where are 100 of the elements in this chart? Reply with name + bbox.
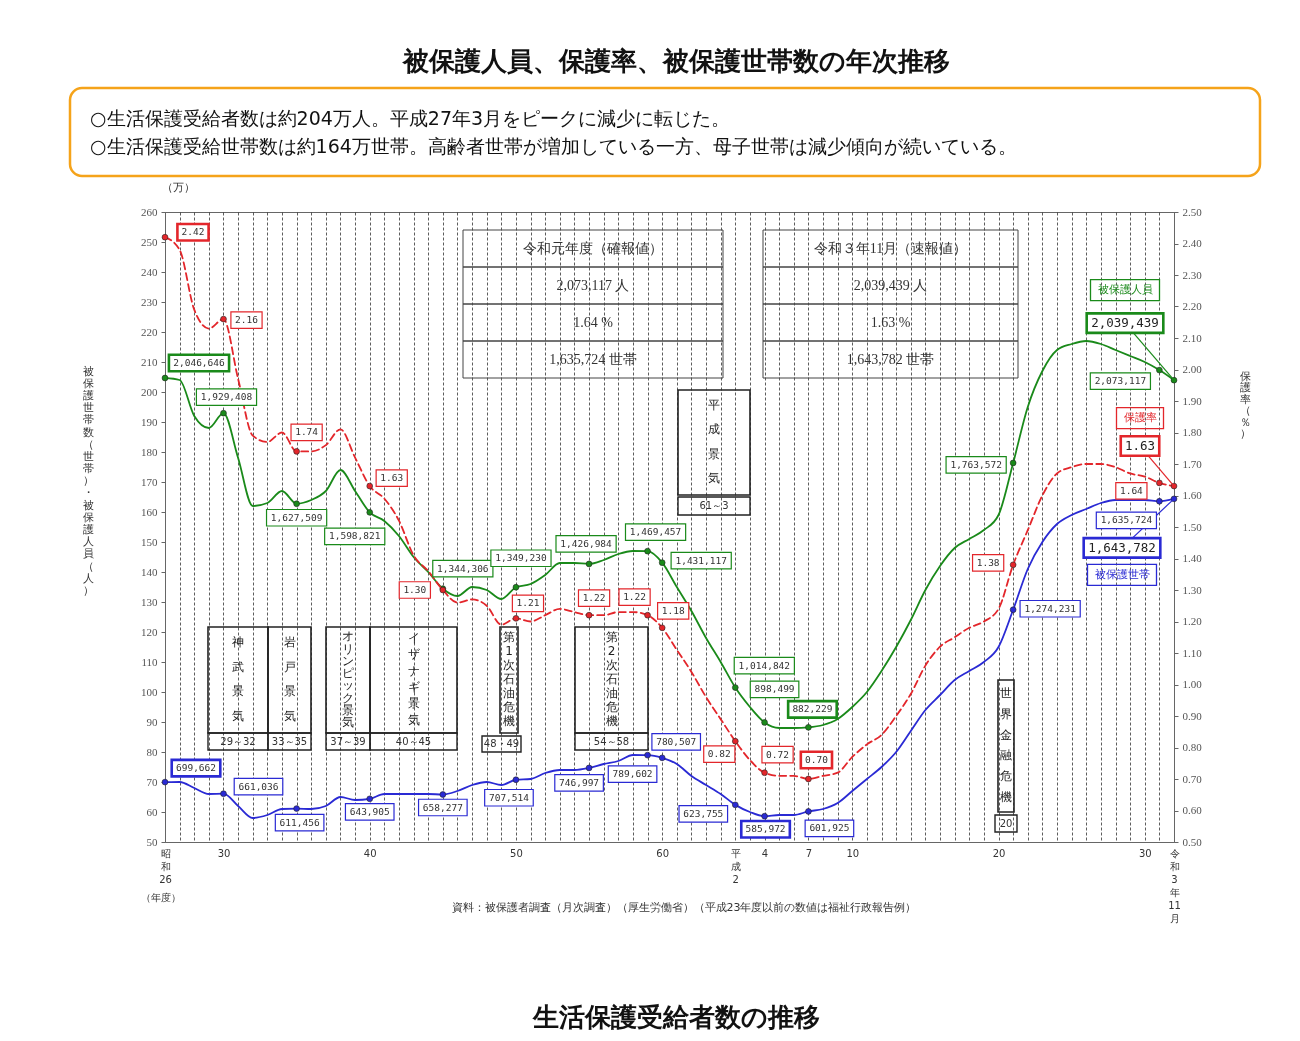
x-tick-label: 平成2: [730, 847, 741, 885]
annotation: 585,972: [745, 823, 786, 835]
x-tick-label: 昭和26: [159, 847, 172, 885]
data-label: 1.63: [1124, 438, 1156, 454]
point: [644, 547, 651, 555]
y-tick-label: 120: [141, 625, 158, 638]
y2-tick-label: 1.50: [1182, 520, 1203, 533]
point: [761, 813, 768, 820]
point: [732, 801, 739, 809]
point: [585, 560, 593, 568]
y-tick-label: 60: [146, 805, 158, 818]
x-tick-label: 30: [1138, 847, 1152, 859]
annotation: 2,039,439 人: [853, 277, 928, 293]
y-tick-label: 210: [141, 355, 158, 368]
annotation: 61～3: [699, 500, 729, 511]
y2-tick-label: 2.40: [1182, 237, 1203, 249]
point: [732, 737, 739, 745]
y2-tick-label: 1.10: [1182, 646, 1203, 659]
annotation: 岩戸景気: [283, 635, 296, 723]
point: [658, 624, 666, 632]
x-axis-title: （年度）: [140, 891, 181, 903]
y2-tick-label: 1.60: [1182, 489, 1203, 501]
point: [366, 482, 373, 490]
data-label: 0.72: [766, 748, 789, 760]
y-tick-label: 230: [141, 295, 158, 308]
point: [805, 775, 812, 783]
point: [220, 790, 227, 797]
y2-tick-label: 0.80: [1182, 741, 1203, 753]
annotation: 20: [999, 817, 1013, 829]
annotation: 2,073,117 人: [556, 277, 630, 293]
point: [761, 769, 768, 776]
point: [161, 778, 169, 786]
y2-tick-label: 1.40: [1182, 552, 1203, 564]
point: [293, 805, 300, 812]
point: [161, 374, 169, 382]
y-tick-label: 100: [141, 685, 158, 698]
y2-tick-label: 1.30: [1182, 583, 1203, 596]
point: [1009, 606, 1017, 613]
point: [293, 448, 300, 455]
annotation: 746,997: [559, 776, 600, 788]
point: [1170, 495, 1178, 503]
x-tick-label: 40: [363, 847, 377, 859]
y2-axis-title: 保護率（％）: [1240, 369, 1251, 440]
annotation: 882,229: [792, 703, 833, 715]
annotation: 1,274,231: [1024, 602, 1077, 614]
text: 被保護世帯数（世帯）・被保護人員（人）: [83, 364, 94, 598]
chart-subtitle: ○生活保護受給者数は約204万人。平成27年3月をピークに減少に転じた。 ○生活保護受給世帯数は約164万世帯。高齢者世帯が増加している一方、母子世帯は減少傾向が続いている。: [90, 107, 1017, 157]
chart-title: 被保護人員、保護率、被保護世帯数の年次推移: [401, 46, 950, 76]
point: [1156, 366, 1163, 374]
point: [658, 754, 666, 762]
x-tick-label: 30: [217, 847, 231, 859]
y-tick-label: 200: [141, 385, 158, 398]
y2-tick-label: 0.50: [1182, 835, 1203, 848]
annotation: 第2次石油危機: [605, 630, 618, 728]
annotation: 1,643,782 世帯: [846, 351, 935, 367]
y2-tick-label: 2.30: [1182, 268, 1203, 281]
x-tick-label: 令和3年11月: [1168, 847, 1181, 924]
annotation: 611,456: [279, 816, 320, 828]
point: [1156, 479, 1163, 487]
y2-tick-label: 1.20: [1182, 615, 1203, 627]
annotation: 1,349,230: [495, 552, 547, 564]
y-tick-label: 170: [141, 475, 158, 488]
x-tick-label: 50: [510, 847, 523, 859]
y2-tick-label: 1.70: [1182, 457, 1203, 470]
point: [512, 615, 520, 622]
annotation: イザナギ景気: [407, 631, 420, 727]
annotation: 1,635,724 世帯: [549, 351, 637, 367]
annotation: 1,635,724: [1100, 514, 1153, 526]
point: [512, 584, 520, 591]
text: 資料：被保護者調査（月次調査）（厚生労働省）（平成23年度以前の数値は福祉行政報告例）: [451, 901, 917, 914]
text: （万）: [161, 181, 195, 194]
annotation: 神武景気: [232, 635, 244, 723]
text: 保護率: [1123, 411, 1157, 425]
data-label: 1.22: [623, 591, 647, 603]
x-tick-label: 10: [846, 847, 860, 859]
y-tick-label: 80: [146, 745, 158, 758]
point: [761, 719, 768, 726]
y-tick-label: 150: [141, 535, 158, 548]
point: [161, 233, 169, 241]
point: [805, 724, 812, 731]
annotation: 643,905: [349, 805, 390, 817]
annotation: 1,014,842: [738, 659, 791, 671]
x-tick-label: 20: [992, 847, 1006, 859]
annotation: 2,046,646: [173, 357, 226, 369]
point: [1009, 561, 1017, 569]
annotation: 601,925: [809, 822, 850, 834]
annotation: 1.64 %: [573, 314, 614, 330]
annotation: 1,929,408: [200, 391, 253, 403]
annotation: 48・49: [483, 738, 520, 749]
y2-tick-label: 1.00: [1182, 678, 1203, 690]
data-label: 0.70: [804, 754, 829, 765]
annotation: 1,627,509: [270, 511, 323, 523]
point: [439, 791, 447, 798]
data-label: 1.38: [976, 556, 1000, 568]
annotation: 658,277: [422, 801, 463, 813]
annotation: 1,344,306: [437, 562, 489, 574]
annotation: 898,499: [754, 683, 795, 695]
point: [366, 795, 373, 803]
y-tick-label: 180: [141, 445, 158, 458]
data-label: 1.30: [403, 584, 427, 595]
